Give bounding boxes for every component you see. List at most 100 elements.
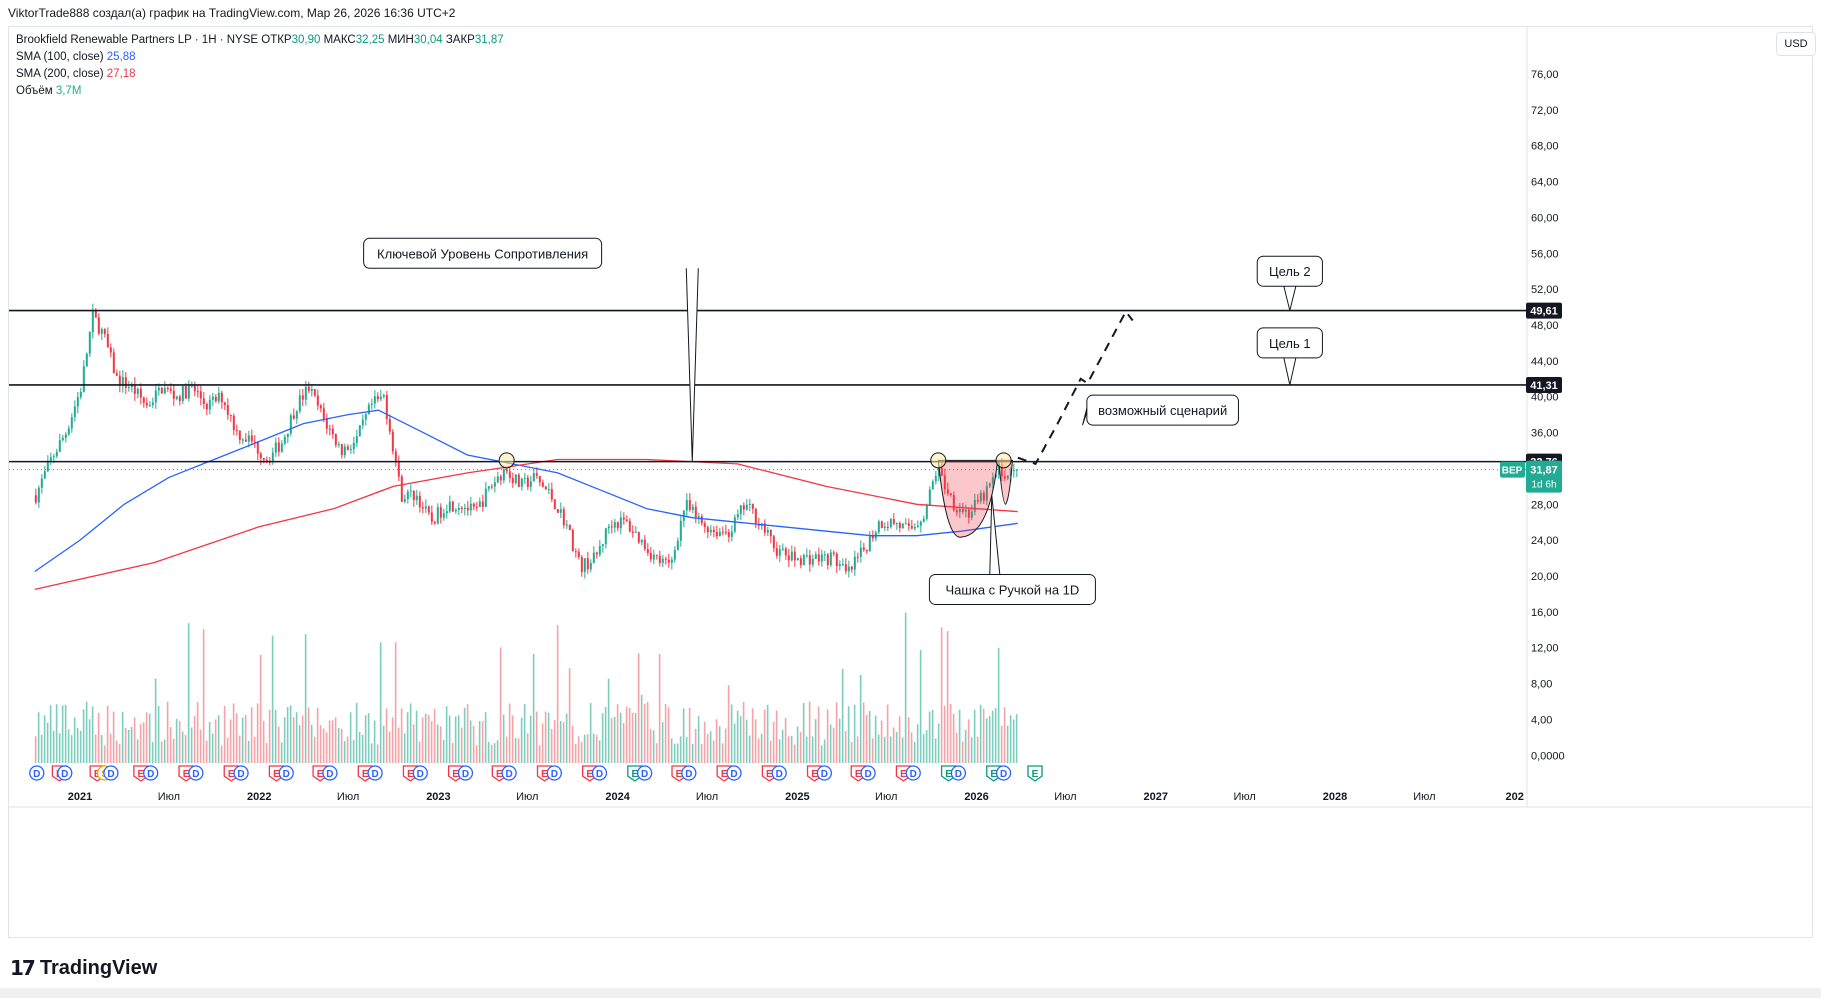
volume-bar [38,712,40,763]
candle-body [128,387,130,388]
candle-body [185,386,187,398]
legend-volume-label: Объём [16,85,53,97]
candle-body [395,451,397,462]
volume-bar [500,647,502,763]
candle-body [884,527,886,528]
volume-bar [44,715,46,763]
tradingview-logo[interactable]: 𝟭𝟳 TradingView [10,956,157,980]
legend-sma100-value: 25,88 [107,51,136,63]
currency-button[interactable]: USD [1776,32,1816,56]
event-marker[interactable]: D [58,766,72,780]
volume-bar [992,711,994,763]
annotation-pointer [1284,358,1296,385]
event-marker[interactable]: D [502,766,516,780]
y-tick-label: 24,00 [1531,535,1559,547]
candle-body [53,456,55,457]
event-marker[interactable]: D [279,766,293,780]
y-tick-label: 28,00 [1531,499,1559,511]
volume-group [35,613,1018,763]
level-price-tag[interactable]: 49,61 [1526,303,1562,319]
event-marker[interactable]: D [458,766,472,780]
volume-bar [626,707,628,763]
volume-bar [962,741,964,763]
event-marker[interactable]: D [547,766,561,780]
candle-body [842,564,844,565]
event-marker[interactable]: D [861,766,875,780]
volume-bar [335,718,337,763]
legend-row-sma200[interactable]: SMA (200, close) 27,18 [16,66,504,83]
candle-body [737,514,739,517]
annotation-callout[interactable]: Цель 2 [1257,256,1322,310]
volume-bar [824,740,826,763]
volume-bar [221,745,223,763]
volume-bar [578,736,580,763]
volume-bar [317,708,319,763]
legend-low-label: МИН [388,34,414,46]
event-marker[interactable]: D [30,766,44,780]
volume-bar [137,739,139,763]
candle-body [869,536,871,551]
candle-body [206,404,208,409]
event-marker[interactable]: D [592,766,606,780]
event-marker[interactable]: D [682,766,696,780]
volume-bar [422,718,424,763]
volume-bar [608,679,610,763]
sma200-line [35,460,1018,590]
annotation-callout[interactable]: Цель 1 [1257,328,1322,385]
event-marker[interactable]: D [906,766,920,780]
event-marker[interactable]: D [368,766,382,780]
candle-body [521,479,523,487]
candle-body [323,408,325,418]
volume-bar [956,733,958,763]
candle-body [155,390,157,402]
bottom-strip [0,988,1821,998]
candle-body [467,508,469,511]
event-marker[interactable]: E [1028,766,1042,781]
volume-bar [251,707,253,763]
event-marker[interactable]: D [772,766,786,780]
volume-bar [497,740,499,763]
volume-bar [803,703,805,763]
annotation-callout[interactable]: возможный сценарий [1083,395,1239,425]
event-marker[interactable]: D [997,766,1011,780]
volume-bar [1013,720,1015,763]
level-price-tag[interactable]: 41,31 [1526,377,1562,393]
candle-body [785,549,787,556]
candle-body [779,549,781,556]
legend-row-volume[interactable]: Объём 3,7M [16,83,504,100]
volume-bar [974,710,976,763]
volume-bar [929,712,931,763]
event-marker[interactable]: D [104,766,118,780]
annotation-pointer [1284,286,1296,310]
legend-row-sma100[interactable]: SMA (100, close) 25,88 [16,49,504,66]
volume-bar [701,744,703,763]
event-marker[interactable]: D [189,766,203,780]
volume-bar [1010,715,1012,763]
event-marker[interactable]: D [727,766,741,780]
volume-bar [224,706,226,763]
volume-bar [464,708,466,763]
legend-symbol[interactable]: Brookfield Renewable Partners LP · 1Н · … [16,34,258,46]
candle-body [368,405,370,415]
volume-bar [914,742,916,763]
volume-bar [560,721,562,763]
event-marker[interactable]: D [413,766,427,780]
volume-bar [494,743,496,763]
volume-bar [404,733,406,763]
event-marker[interactable]: D [817,766,831,780]
candle-body [422,507,424,508]
volume-bar [131,727,133,763]
volume-bar [602,713,604,763]
event-marker[interactable]: D [234,766,248,780]
event-marker[interactable]: D [951,766,965,780]
volume-bar [668,707,670,763]
event-marker[interactable]: D [323,766,337,780]
volume-bar [593,734,595,763]
event-marker-letter: D [821,769,828,780]
volume-bar [59,733,61,763]
event-marker[interactable]: D [638,766,652,780]
candle-body [215,397,217,401]
volume-bar [968,719,970,763]
event-marker[interactable]: D [144,766,158,780]
